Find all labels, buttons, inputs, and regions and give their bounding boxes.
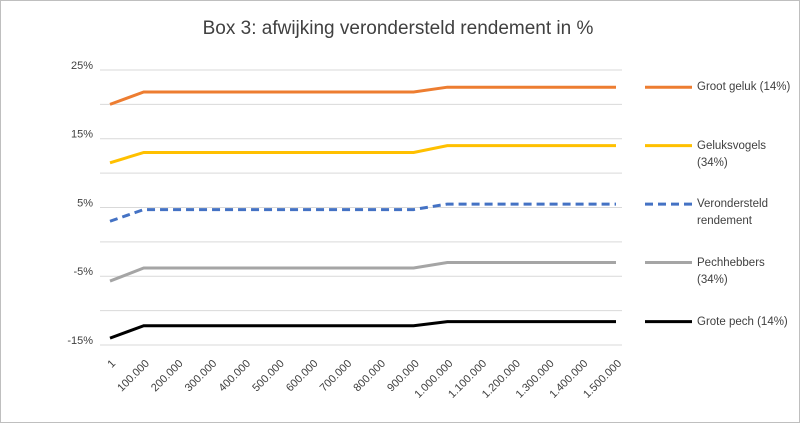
series-line [109,85,616,106]
y-tick-label: -15% [67,335,93,347]
series-line [109,320,616,340]
y-tick-label: -5% [73,266,93,278]
legend-label: Grote pech (14%) [697,315,788,328]
series-line [109,261,616,283]
y-tick-label: 15% [71,129,93,141]
legend-label: Groot geluk (14%) [697,81,791,94]
legend-label: Verondersteld rendement [697,198,768,228]
legend-label: Pechhebbers (34%) [697,256,765,286]
series-line [109,144,616,165]
series-line [109,202,616,223]
y-tick-label: 25% [71,60,93,72]
y-tick-label: 5% [77,197,93,209]
chart-title: Box 3: afwijking verondersteld rendement… [203,18,594,39]
legend-label: Geluksvogels (34%) [697,139,767,169]
